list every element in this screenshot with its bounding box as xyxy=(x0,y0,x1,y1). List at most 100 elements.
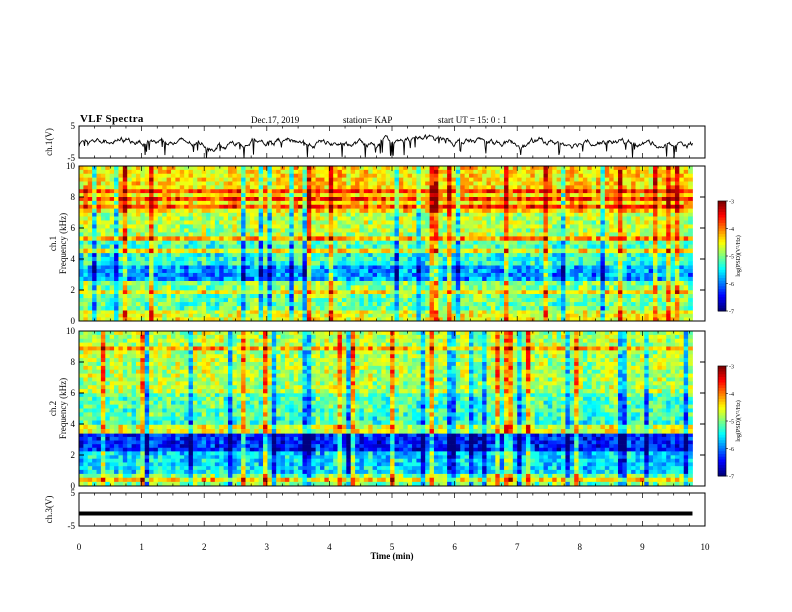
spectrogram-cell xyxy=(508,272,514,278)
spectrogram-cell xyxy=(153,173,159,178)
spectrogram-cell xyxy=(83,173,89,178)
spectrogram-cell xyxy=(223,261,229,266)
spectrogram-cell xyxy=(171,285,176,291)
spectrogram-cell xyxy=(486,269,492,274)
spectrogram-cell xyxy=(587,173,593,178)
spectrogram-cell xyxy=(79,244,84,249)
spectrogram-cell xyxy=(552,166,558,171)
spectrogram-cell xyxy=(666,212,671,217)
spectrogram-cell xyxy=(249,285,255,291)
spectrogram-cell xyxy=(653,173,658,178)
spectrogram-cell xyxy=(359,261,365,266)
spectrogram-cell xyxy=(127,224,132,229)
spectrogram-cell xyxy=(578,265,584,270)
spectrogram-cell xyxy=(171,248,176,254)
spectrogram-cell xyxy=(324,313,330,318)
spectrogram-cell xyxy=(127,220,132,225)
spectrogram-cell xyxy=(508,236,514,241)
spectrogram-cell xyxy=(157,294,163,299)
spectrogram-cell xyxy=(394,181,400,186)
spectrogram-cell xyxy=(398,280,404,286)
spectrogram-cell xyxy=(241,306,246,311)
spectrogram-cell xyxy=(333,185,338,190)
spectrogram-cell xyxy=(153,317,159,322)
spectrogram-cell xyxy=(539,181,544,186)
spectrogram-cell xyxy=(469,197,474,202)
spectrogram-cell xyxy=(328,216,334,221)
spectrogram-cell xyxy=(626,193,632,198)
spectrogram-cell xyxy=(556,313,562,318)
spectrogram-cell xyxy=(635,290,641,295)
spectrogram-cell xyxy=(267,317,273,322)
spectrogram-cell xyxy=(512,185,518,190)
spectrogram-cell xyxy=(469,166,474,171)
spectrogram-cell xyxy=(639,261,645,266)
spectrogram-cell xyxy=(175,224,181,229)
spectrogram-cell xyxy=(87,220,93,225)
spectrogram-cell xyxy=(236,298,242,303)
spectrogram-cell xyxy=(184,280,189,286)
spectrogram-cell xyxy=(438,280,444,286)
spectrogram-cell xyxy=(482,166,487,171)
spectrogram-cell xyxy=(236,269,242,274)
spectrogram-cell xyxy=(442,220,448,225)
spectrogram-cell xyxy=(574,181,579,186)
spectrogram-cell xyxy=(258,313,264,318)
spectrogram-cell xyxy=(670,232,676,237)
spectrogram-cell xyxy=(320,302,325,307)
spectrogram-cell xyxy=(447,290,452,295)
spectrogram-cell xyxy=(223,298,229,303)
spectrogram-cell xyxy=(425,244,430,249)
spectrogram-cell xyxy=(171,252,176,258)
spectrogram-cell xyxy=(596,269,601,274)
spectrogram-cell xyxy=(425,232,430,237)
spectrogram-cell xyxy=(315,177,321,182)
spectrogram-cell xyxy=(122,173,128,178)
spectrogram-cell xyxy=(385,193,391,198)
spectrogram-cell xyxy=(504,189,509,194)
spectrogram-cell xyxy=(109,261,115,266)
spectrogram-cell xyxy=(311,220,317,225)
spectrogram-cell xyxy=(210,290,216,295)
spectrogram-cell xyxy=(197,232,203,237)
spectrogram-cell xyxy=(569,166,575,171)
spectrogram-cell xyxy=(197,189,203,194)
spectrogram-cell xyxy=(324,269,330,274)
spectrogram-cell xyxy=(429,313,435,318)
spectrogram-cell xyxy=(118,185,124,190)
spectrogram-cell xyxy=(79,197,84,202)
spectrogram-cell xyxy=(192,240,198,245)
spectrogram-cell xyxy=(359,310,365,315)
spectrogram-cell xyxy=(591,224,597,229)
spectrogram-cell xyxy=(525,317,531,322)
spectrogram-cell xyxy=(578,252,584,258)
spectrogram-cell xyxy=(495,173,501,178)
spectrogram-cell xyxy=(206,189,211,194)
spectrogram-cell xyxy=(683,294,689,299)
spectrogram-cell xyxy=(368,236,373,241)
spectrogram-cell xyxy=(355,310,360,315)
spectrogram-cell xyxy=(381,313,387,318)
spectrogram-cell xyxy=(390,276,395,281)
spectrogram-cell xyxy=(398,313,404,318)
spectrogram-cell xyxy=(447,306,452,311)
spectrogram-cell xyxy=(140,252,146,258)
spectrogram-cell xyxy=(390,244,395,249)
spectrogram-cell xyxy=(525,236,531,241)
spectrogram-cell xyxy=(539,216,544,221)
spectrogram-cell xyxy=(390,302,395,307)
spectrogram-cell xyxy=(311,216,317,221)
spectrogram-cell xyxy=(135,185,141,190)
spectrogram-cell xyxy=(547,177,553,182)
spectrogram-cell xyxy=(530,177,536,182)
spectrogram-cell xyxy=(495,252,501,258)
spectrogram-cell xyxy=(578,236,584,241)
spectrogram-cell xyxy=(653,298,658,303)
spectrogram-cell xyxy=(131,216,137,221)
spectrogram-cell xyxy=(596,166,601,171)
spectrogram-cell xyxy=(670,294,676,299)
spectrogram-cell xyxy=(201,276,207,281)
spectrogram-cell xyxy=(149,232,154,237)
spectrogram-cell xyxy=(469,313,474,318)
spectrogram-cell xyxy=(455,276,461,281)
